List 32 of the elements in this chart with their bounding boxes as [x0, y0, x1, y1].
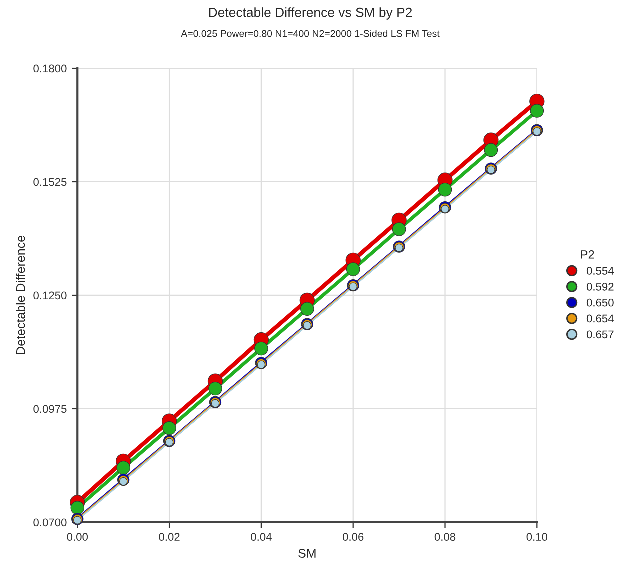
legend-label: 0.654 — [586, 314, 614, 323]
legend-label: 0.657 — [586, 330, 614, 339]
x-axis-title: SM — [298, 549, 316, 558]
legend-label: 0.650 — [586, 298, 614, 307]
y-tick-label: 0.0700 — [34, 518, 67, 527]
point — [392, 222, 406, 236]
x-tick-label: 0.02 — [159, 533, 180, 542]
x-tick-label: 0.10 — [526, 533, 548, 542]
legend-label: 0.554 — [586, 267, 614, 275]
point — [438, 182, 452, 197]
chart-subtitle: A=0.025 Power=0.80 N1=400 N2=2000 1-Sided LS FM Test — [181, 30, 440, 38]
point — [346, 262, 360, 276]
point — [70, 501, 84, 515]
x-tick-label: 0.00 — [67, 533, 88, 542]
point — [208, 382, 222, 396]
x-tick-label: 0.08 — [434, 533, 456, 542]
y-tick-label: 0.0975 — [34, 405, 67, 414]
point — [530, 104, 544, 118]
x-tick-label: 0.06 — [342, 533, 364, 542]
point — [116, 461, 130, 475]
legend-title: P2 — [581, 250, 594, 259]
chart-title: Detectable Difference vs SM by P2 — [209, 8, 412, 20]
y-axis-title: Detectable Difference — [16, 236, 26, 354]
point — [484, 143, 498, 158]
y-tick-label: 0.1525 — [34, 178, 67, 186]
y-tick-label: 0.1250 — [34, 292, 67, 300]
point — [300, 302, 314, 316]
x-tick-label: 0.04 — [251, 533, 272, 542]
point — [254, 342, 268, 356]
y-tick-label: 0.1800 — [34, 64, 67, 73]
legend-label: 0.592 — [586, 282, 614, 291]
point — [162, 422, 176, 436]
